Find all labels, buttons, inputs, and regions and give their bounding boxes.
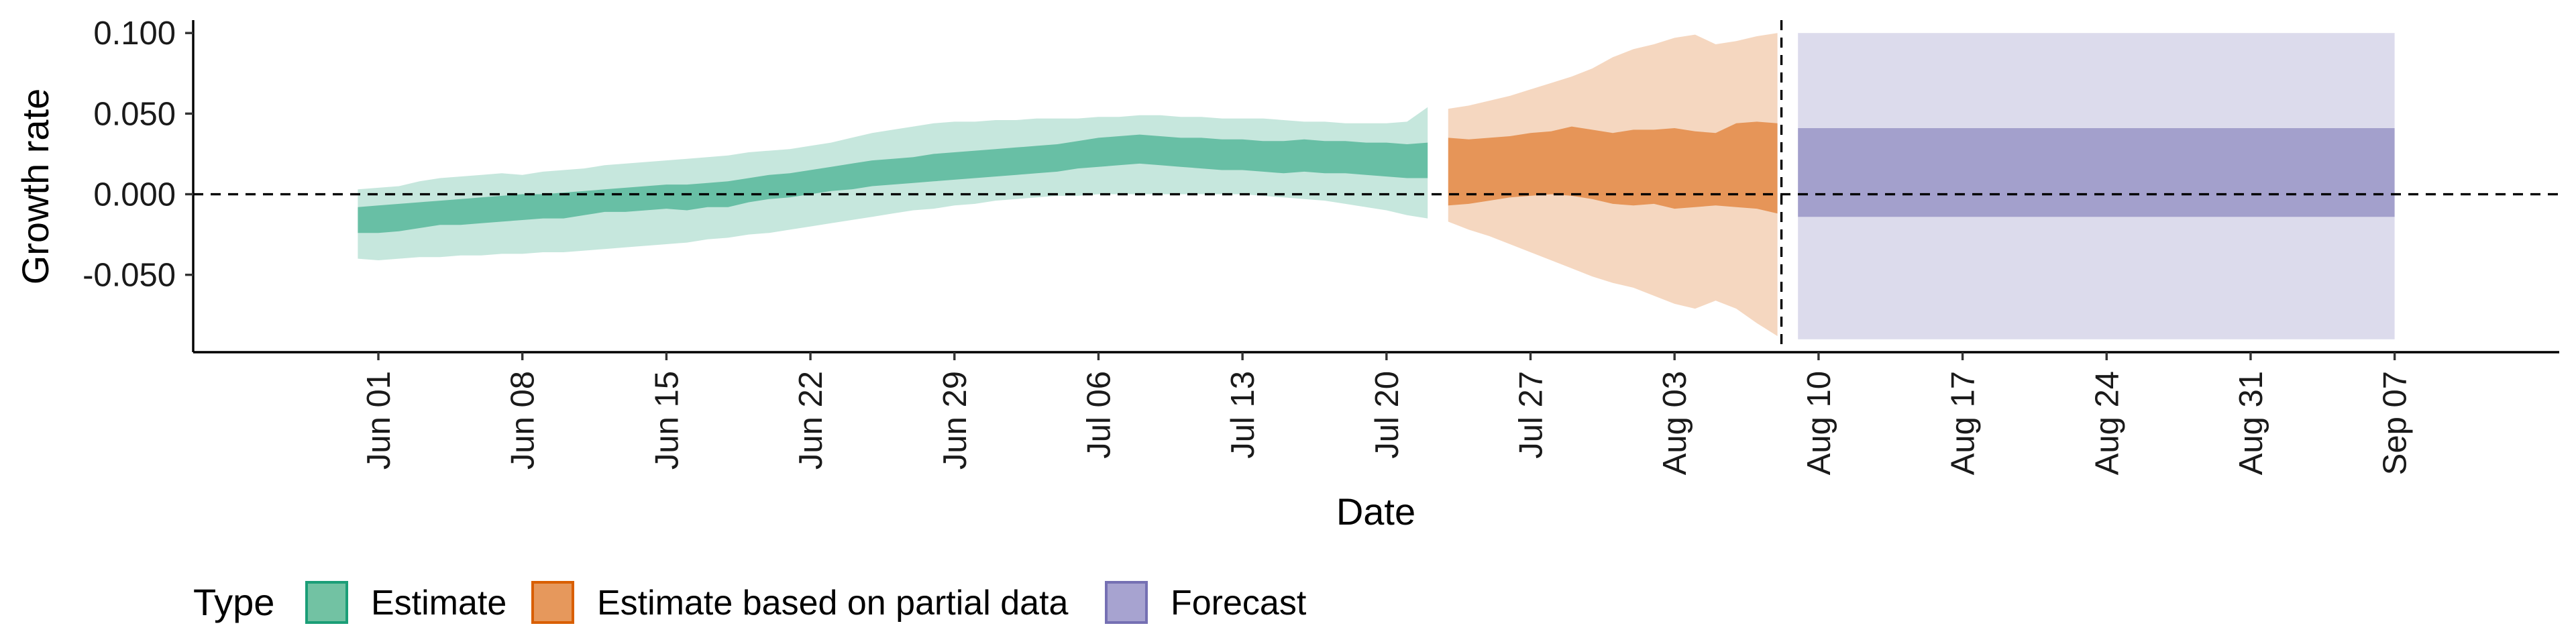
x-tick-label: Aug 03 <box>1657 371 1693 475</box>
x-tick-label: Aug 24 <box>2089 371 2125 475</box>
legend-swatch-partial <box>531 581 574 624</box>
x-tick-label: Jul 20 <box>1369 371 1405 459</box>
x-tick-label: Jun 29 <box>937 371 973 470</box>
estimate-based-on-partial-data-band-50 <box>1448 121 1778 214</box>
y-tick-label: 0.100 <box>93 15 176 52</box>
legend-label-forecast: Forecast <box>1171 584 1307 623</box>
estimate-band-50 <box>358 134 1428 233</box>
x-tick-label: Jun 15 <box>649 371 685 470</box>
x-tick-label: Jun 01 <box>361 371 397 470</box>
x-tick-label: Jul 06 <box>1081 371 1118 459</box>
y-tick-label: -0.050 <box>83 258 176 294</box>
legend-swatch-forecast <box>1105 581 1148 624</box>
legend-title: Type <box>193 581 274 623</box>
y-axis-title: Growth rate <box>14 89 56 285</box>
forecast-band-50 <box>1798 128 2395 217</box>
x-axis-title: Date <box>1336 490 1415 533</box>
chart-bands <box>358 33 2395 339</box>
chart-axes <box>192 20 2559 354</box>
y-ticks: -0.050 0.000 0.050 0.100 <box>83 15 193 294</box>
legend-label-estimate: Estimate <box>371 584 506 623</box>
x-tick-label: Aug 10 <box>1801 371 1837 475</box>
reference-lines <box>193 20 2559 352</box>
x-tick-label: Aug 17 <box>1945 371 1982 475</box>
legend: Type Estimate Estimate based on partial … <box>193 581 1307 624</box>
x-tick-label: Aug 31 <box>2233 371 2269 475</box>
y-tick-label: 0.000 <box>93 177 176 213</box>
legend-swatch-estimate <box>305 581 348 624</box>
x-tick-label: Sep 07 <box>2377 371 2414 475</box>
y-tick-label: 0.050 <box>93 96 176 132</box>
x-tick-label: Jul 13 <box>1225 371 1261 459</box>
x-ticks: Jun 01 Jun 08 Jun 15 Jun 22 Jun 29 Jul 06 Jul … <box>361 352 2414 475</box>
x-tick-label: Jun 22 <box>793 371 829 470</box>
legend-label-partial: Estimate based on partial data <box>597 584 1069 623</box>
x-tick-label: Jun 08 <box>505 371 541 470</box>
x-tick-label: Jul 27 <box>1513 371 1550 459</box>
